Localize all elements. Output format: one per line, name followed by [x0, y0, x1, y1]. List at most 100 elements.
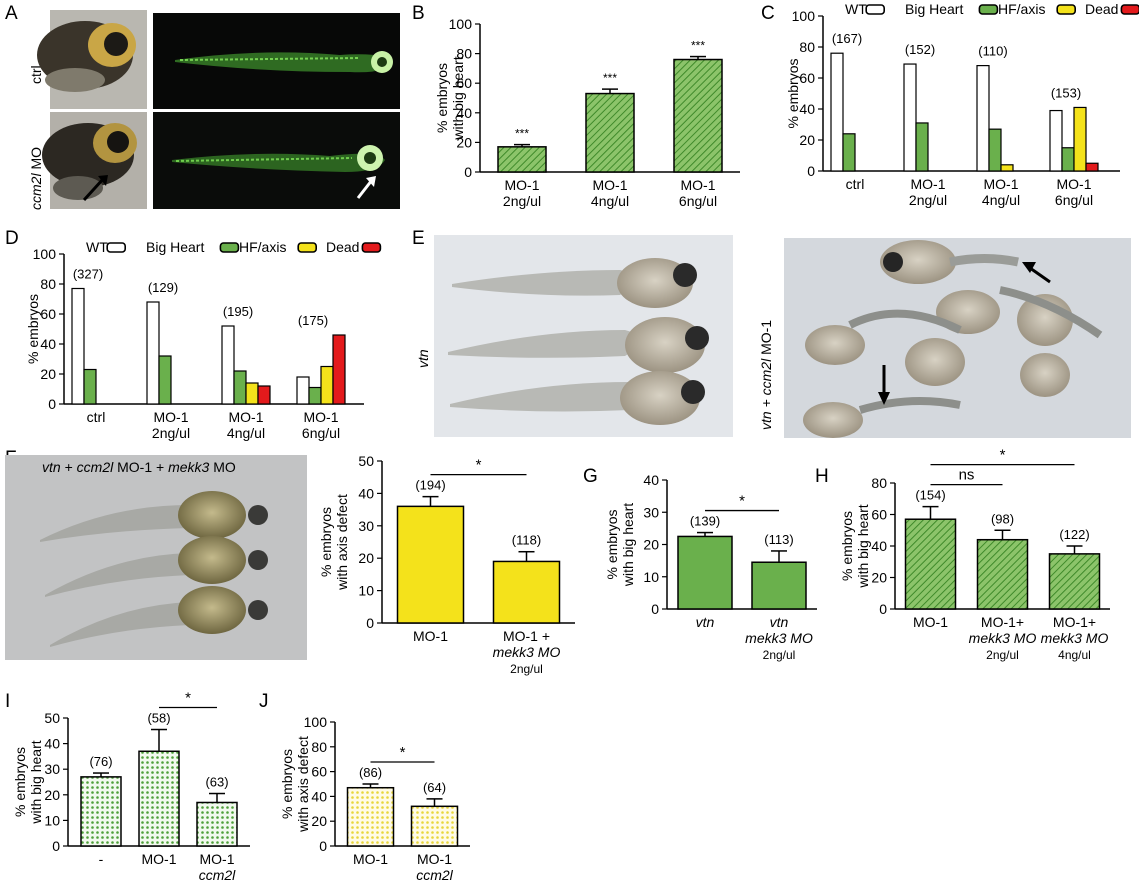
- y-tick-label: 40: [40, 336, 56, 352]
- bar-wt: [221, 325, 235, 405]
- n-label: (175): [298, 313, 328, 328]
- y-tick-label: 0: [48, 396, 56, 412]
- n-label: (98): [991, 511, 1014, 526]
- x-tick-label: 2ng/ul: [909, 192, 947, 208]
- photo-morphant-vasculature: [153, 112, 400, 209]
- x-tick-label: mekk3 MO: [1041, 630, 1109, 646]
- legend-swatch: [297, 242, 318, 253]
- y-tick-label: 40: [871, 538, 887, 554]
- significance-label: *: [1000, 447, 1006, 464]
- y-tick-label: 40: [44, 736, 60, 752]
- bar: [673, 58, 723, 173]
- panel-letter-d: D: [5, 228, 19, 249]
- x-tick-label: 4ng/ul: [227, 425, 265, 441]
- y-tick-label: 40: [358, 485, 374, 501]
- x-tick-label: vtn: [770, 614, 789, 630]
- x-tick-label: MO-1: [913, 614, 948, 630]
- bar-wt: [71, 287, 85, 405]
- significance-label: ***: [515, 127, 529, 141]
- legend-swatch: [219, 242, 240, 253]
- y-axis-title-line: % embryos: [785, 58, 801, 128]
- significance-label: ***: [691, 39, 705, 53]
- y-axis-title: % embryos: [25, 294, 41, 364]
- significance-label: ***: [603, 71, 617, 85]
- bar-big-heart: [988, 128, 1002, 172]
- bar-hf-axis: [245, 382, 259, 405]
- y-tick-label: 80: [456, 46, 472, 62]
- n-label: (122): [1059, 527, 1089, 542]
- y-axis-title-line: with axis defect: [334, 494, 350, 591]
- x-tick-label: ccm2l: [199, 867, 236, 883]
- y-axis-title: % embryoswith big heart: [839, 504, 871, 588]
- panel-a-label-ccm2l-mo: ccm2l MO: [28, 147, 44, 210]
- panel-f-photo: vtn + ccm2l MO-1 + mekk3 MO: [5, 455, 307, 660]
- y-tick-label: 0: [319, 838, 327, 854]
- n-label: (63): [205, 775, 228, 790]
- y-tick-label: 80: [799, 39, 815, 55]
- legend-swatch: [106, 242, 126, 253]
- x-tick-label: MO-1: [1057, 176, 1092, 192]
- bar-wt: [296, 376, 310, 405]
- arrow-marker-white: [356, 179, 374, 199]
- x-tick-label: mekk3 MO: [493, 644, 561, 660]
- legend-label: Big Heart: [905, 1, 963, 17]
- n-label: (58): [147, 711, 170, 726]
- y-tick-label: 60: [871, 507, 887, 523]
- x-tick-label: 2ng/ul: [152, 425, 190, 441]
- legend-label: HF/axis: [998, 1, 1045, 17]
- y-axis-title-line: with axis defect: [295, 736, 311, 833]
- y-axis-title: % embryoswith axis defect: [318, 494, 350, 591]
- bar: [751, 561, 807, 610]
- photo-vtn-embryos: [434, 235, 733, 437]
- arrow-marker-white-head: [366, 176, 376, 187]
- x-tick-label: ccm2l: [416, 867, 453, 883]
- bar-big-heart: [158, 355, 172, 405]
- bar-big-heart: [1061, 147, 1075, 172]
- y-tick-label: 20: [643, 537, 659, 553]
- y-axis-title: % embryoswith big heart: [434, 56, 466, 140]
- y-axis-title-line: % embryos: [839, 511, 855, 581]
- y-tick-label: 80: [311, 739, 327, 755]
- x-tick-label: vtn: [696, 614, 715, 630]
- bar-wt: [903, 63, 917, 172]
- y-axis-title-line: % embryos: [434, 63, 450, 133]
- x-tick-label: MO-1: [984, 176, 1019, 192]
- y-tick-label: 40: [311, 788, 327, 804]
- photo-ctrl-vasculature: [153, 13, 400, 109]
- y-tick-label: 20: [40, 366, 56, 382]
- n-label: (154): [915, 488, 945, 503]
- x-tick-label: MO-1: [593, 177, 628, 193]
- x-tick-label: MO-1: [154, 409, 189, 425]
- panel-letter-j: J: [259, 691, 269, 712]
- chart-c-phenotype-distribution: 0 20 40 60 80 100 % embryos (167) (152) (110) (153…: [785, 1, 1139, 208]
- legend-label: Big Heart: [146, 239, 204, 255]
- bar-hf-axis: [320, 365, 334, 405]
- y-tick-label: 100: [33, 246, 57, 262]
- bar: [677, 535, 733, 610]
- x-tick-label: MO-1: [911, 176, 946, 192]
- y-tick-label: 60: [456, 75, 472, 91]
- bar-dead: [257, 385, 271, 405]
- x-tick-label: mRNA: [414, 883, 456, 885]
- y-axis-title-line: with big heart: [450, 56, 466, 140]
- x-tick-label: ctrl: [87, 409, 106, 425]
- panel-letter-b: B: [412, 3, 425, 24]
- chart-f-axis-defect: 0 10 20 30 40 50 % embryoswith axis defect (194…: [318, 453, 575, 676]
- legend-label: WT: [86, 239, 108, 255]
- x-tick-label: MO-1: [417, 851, 452, 867]
- y-tick-label: 30: [44, 761, 60, 777]
- y-axis-title: % embryoswith big heart: [12, 740, 44, 824]
- n-label: (152): [905, 42, 935, 57]
- y-tick-label: 20: [358, 550, 374, 566]
- bar: [138, 750, 180, 847]
- y-tick-label: 0: [464, 164, 472, 180]
- panel-letter-c: C: [761, 3, 775, 24]
- y-tick-label: 40: [643, 472, 659, 488]
- y-tick-label: 10: [643, 569, 659, 585]
- bar: [976, 538, 1029, 610]
- bar: [346, 786, 395, 847]
- bar-big-heart: [842, 133, 856, 172]
- y-axis-title-line: with big heart: [28, 740, 44, 824]
- significance-label: *: [739, 493, 745, 510]
